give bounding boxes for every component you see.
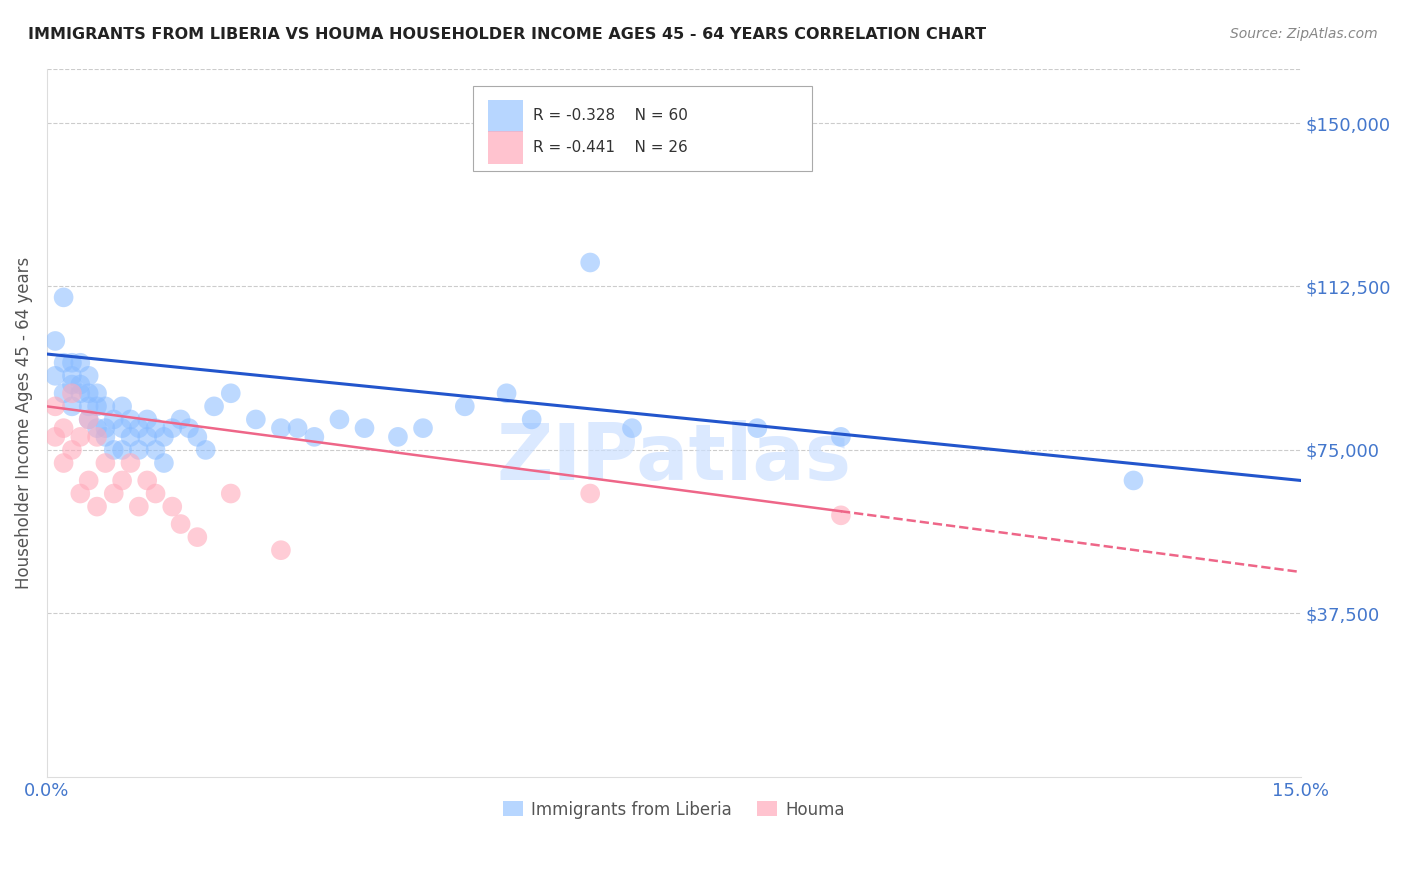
Point — [120, 412, 142, 426]
Point — [186, 430, 208, 444]
Point — [52, 356, 75, 370]
Text: Source: ZipAtlas.com: Source: ZipAtlas.com — [1230, 27, 1378, 41]
Point — [162, 421, 184, 435]
Point — [219, 386, 242, 401]
Point — [111, 474, 134, 488]
Point — [1122, 474, 1144, 488]
Point — [579, 486, 602, 500]
Point — [86, 421, 108, 435]
Point — [69, 430, 91, 444]
Text: R = -0.441    N = 26: R = -0.441 N = 26 — [533, 140, 688, 155]
Point — [60, 442, 83, 457]
Point — [60, 386, 83, 401]
Point — [94, 400, 117, 414]
Point — [60, 368, 83, 383]
Point — [77, 386, 100, 401]
Point — [94, 421, 117, 435]
Point — [353, 421, 375, 435]
Point — [103, 412, 125, 426]
Point — [579, 255, 602, 269]
Point — [52, 290, 75, 304]
Text: IMMIGRANTS FROM LIBERIA VS HOUMA HOUSEHOLDER INCOME AGES 45 - 64 YEARS CORRELATI: IMMIGRANTS FROM LIBERIA VS HOUMA HOUSEHO… — [28, 27, 986, 42]
Point — [245, 412, 267, 426]
Point — [186, 530, 208, 544]
Legend: Immigrants from Liberia, Houma: Immigrants from Liberia, Houma — [496, 794, 852, 825]
Y-axis label: Householder Income Ages 45 - 64 years: Householder Income Ages 45 - 64 years — [15, 257, 32, 589]
Point — [111, 421, 134, 435]
Point — [136, 474, 159, 488]
FancyBboxPatch shape — [474, 87, 811, 171]
Point — [495, 386, 517, 401]
Point — [153, 430, 176, 444]
Point — [620, 421, 643, 435]
Point — [153, 456, 176, 470]
Point — [177, 421, 200, 435]
Point — [270, 421, 292, 435]
Point — [169, 412, 191, 426]
Point — [86, 400, 108, 414]
Point — [44, 368, 66, 383]
Point — [454, 400, 477, 414]
Point — [52, 421, 75, 435]
Point — [830, 508, 852, 523]
Point — [52, 456, 75, 470]
FancyBboxPatch shape — [488, 131, 523, 163]
Point — [162, 500, 184, 514]
Point — [219, 486, 242, 500]
Point — [103, 442, 125, 457]
Point — [77, 412, 100, 426]
Point — [77, 400, 100, 414]
Point — [94, 456, 117, 470]
Point — [44, 400, 66, 414]
Point — [202, 400, 225, 414]
Point — [194, 442, 217, 457]
Point — [44, 334, 66, 348]
Point — [60, 356, 83, 370]
Point — [520, 412, 543, 426]
Point — [52, 386, 75, 401]
Point — [69, 486, 91, 500]
Point — [103, 486, 125, 500]
Text: R = -0.328    N = 60: R = -0.328 N = 60 — [533, 109, 688, 123]
Point — [69, 356, 91, 370]
Point — [287, 421, 309, 435]
Point — [77, 474, 100, 488]
Point — [86, 500, 108, 514]
Point — [111, 400, 134, 414]
Point — [60, 400, 83, 414]
Point — [94, 430, 117, 444]
Point — [128, 500, 150, 514]
Point — [60, 377, 83, 392]
Point — [86, 386, 108, 401]
Point — [128, 421, 150, 435]
Point — [145, 442, 167, 457]
Point — [270, 543, 292, 558]
Point — [69, 377, 91, 392]
Point — [128, 442, 150, 457]
Point — [747, 421, 769, 435]
Point — [387, 430, 409, 444]
Point — [328, 412, 350, 426]
Point — [120, 430, 142, 444]
Point — [111, 442, 134, 457]
Point — [44, 430, 66, 444]
Point — [120, 456, 142, 470]
Point — [830, 430, 852, 444]
Point — [136, 430, 159, 444]
Point — [169, 516, 191, 531]
Point — [145, 421, 167, 435]
Point — [412, 421, 434, 435]
Point — [304, 430, 326, 444]
FancyBboxPatch shape — [488, 100, 523, 132]
Point — [145, 486, 167, 500]
Point — [136, 412, 159, 426]
Point — [77, 368, 100, 383]
Text: ZIPatlas: ZIPatlas — [496, 420, 851, 496]
Point — [77, 412, 100, 426]
Point — [86, 430, 108, 444]
Point — [69, 386, 91, 401]
